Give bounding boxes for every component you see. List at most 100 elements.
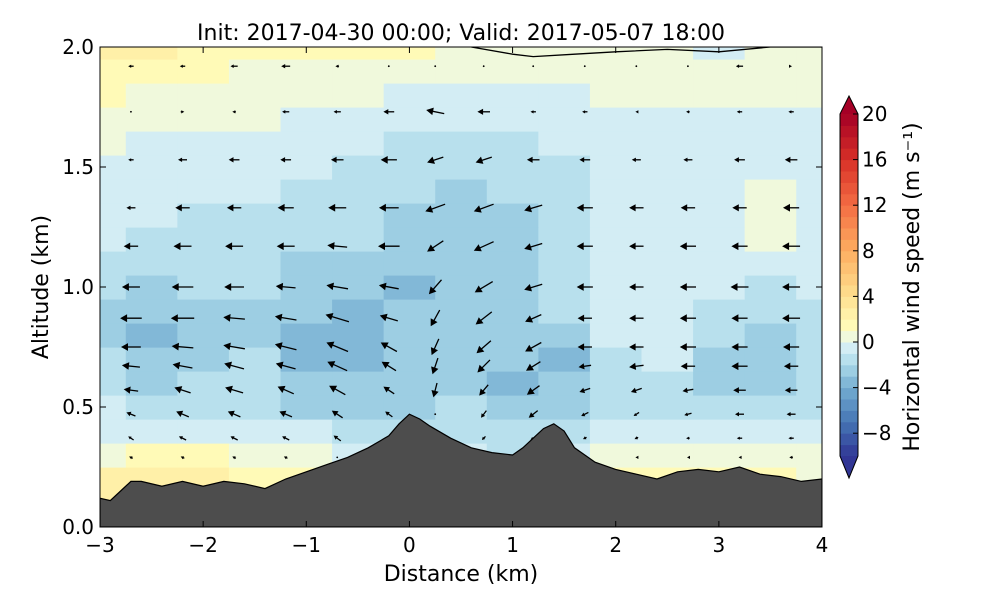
wind-vector bbox=[434, 413, 437, 416]
field-cell bbox=[796, 47, 822, 60]
field-cell bbox=[228, 179, 282, 204]
wind-vector bbox=[128, 436, 135, 441]
field-cell bbox=[100, 347, 127, 372]
wind-vector bbox=[733, 387, 746, 394]
wind-vector bbox=[476, 340, 492, 354]
field-cell bbox=[744, 47, 797, 60]
y-tick-label: 0.5 bbox=[62, 395, 94, 419]
wind-vector bbox=[577, 314, 592, 322]
wind-vector bbox=[224, 361, 245, 370]
field-cell bbox=[332, 155, 385, 180]
field-cell bbox=[100, 107, 127, 132]
wind-vector bbox=[170, 314, 195, 323]
field-cell bbox=[744, 59, 797, 84]
wind-vector bbox=[732, 204, 747, 212]
field-cell bbox=[332, 131, 385, 156]
terrain-profile bbox=[100, 413, 822, 527]
field-cell bbox=[125, 323, 178, 348]
wind-vector bbox=[431, 357, 439, 375]
field-cell bbox=[796, 179, 822, 204]
x-tick-label: −3 bbox=[85, 533, 114, 557]
field-cell bbox=[796, 323, 822, 348]
wind-vector bbox=[474, 281, 494, 293]
field-cell bbox=[435, 47, 488, 60]
field-cell bbox=[641, 443, 694, 468]
wind-vector bbox=[473, 241, 494, 252]
field-cell bbox=[486, 251, 539, 276]
wind-vector bbox=[430, 338, 440, 356]
field-cell bbox=[538, 47, 591, 60]
wind-vector bbox=[380, 156, 397, 164]
wind-vector bbox=[281, 64, 291, 69]
wind-vector bbox=[275, 282, 296, 291]
field-cell bbox=[383, 179, 436, 204]
field-cell bbox=[796, 83, 822, 108]
field-cell bbox=[796, 419, 822, 444]
wind-vector bbox=[128, 64, 134, 68]
wind-vector bbox=[178, 436, 187, 441]
wind-vector bbox=[734, 157, 745, 163]
field-cell bbox=[796, 299, 822, 324]
field-cell bbox=[332, 299, 385, 324]
wind-vector bbox=[171, 283, 194, 291]
field-cell bbox=[280, 203, 333, 228]
field-cell bbox=[383, 131, 436, 156]
field-cell bbox=[228, 155, 282, 180]
field-cell bbox=[280, 299, 333, 324]
colorbar-segment bbox=[840, 433, 858, 446]
colorbar-label: Horizontal wind speed (m s⁻¹) bbox=[900, 122, 925, 451]
wind-vector bbox=[686, 436, 690, 440]
wind-vector bbox=[735, 64, 744, 68]
wind-vector bbox=[687, 455, 690, 459]
wind-vector bbox=[379, 313, 398, 322]
field-cell bbox=[486, 107, 539, 132]
field-cell bbox=[100, 179, 127, 204]
colorbar-segment bbox=[840, 330, 858, 343]
field-cell bbox=[125, 107, 178, 132]
field-cell bbox=[280, 107, 333, 132]
field-cell bbox=[280, 83, 333, 108]
field-cell bbox=[383, 371, 436, 396]
x-tick-label: −1 bbox=[292, 533, 321, 557]
field-cell bbox=[744, 395, 797, 420]
wind-vector bbox=[129, 456, 134, 460]
field-cell bbox=[125, 371, 178, 396]
wind-vector bbox=[736, 110, 743, 114]
wind-vector bbox=[228, 157, 240, 163]
field-cell bbox=[435, 323, 488, 348]
field-cell bbox=[177, 299, 230, 324]
wind-vector bbox=[738, 455, 742, 459]
wind-vector bbox=[579, 387, 591, 394]
wind-vector bbox=[326, 341, 349, 353]
field-cell bbox=[744, 443, 797, 468]
wind-vector bbox=[434, 65, 437, 68]
field-cell bbox=[693, 443, 746, 468]
wind-vector bbox=[679, 314, 697, 323]
field-cell bbox=[100, 251, 127, 276]
wind-vector bbox=[123, 386, 139, 394]
wind-vector bbox=[327, 361, 348, 372]
wind-vector bbox=[230, 436, 238, 441]
field-cell bbox=[693, 395, 746, 420]
field-cell bbox=[228, 47, 282, 60]
field-cell bbox=[383, 203, 436, 228]
wind-vector bbox=[232, 110, 236, 114]
wind-vector bbox=[333, 435, 342, 442]
wind-vector bbox=[232, 456, 237, 460]
wind-vector bbox=[378, 203, 399, 212]
wind-vector bbox=[383, 386, 395, 395]
x-tick-label: 2 bbox=[609, 533, 622, 557]
field-cell bbox=[435, 179, 488, 204]
field-cell bbox=[486, 203, 539, 228]
wind-vector bbox=[782, 283, 801, 291]
wind-vector bbox=[679, 283, 697, 291]
wind-vector bbox=[275, 361, 296, 370]
field-cell bbox=[693, 131, 746, 156]
wind-vector bbox=[686, 110, 690, 114]
field-cell bbox=[693, 59, 746, 84]
field-cell bbox=[177, 203, 230, 228]
wind-vector bbox=[583, 65, 586, 68]
colorbar-segment bbox=[840, 159, 858, 172]
wind-vector bbox=[225, 242, 244, 251]
wind-vector bbox=[731, 314, 748, 323]
